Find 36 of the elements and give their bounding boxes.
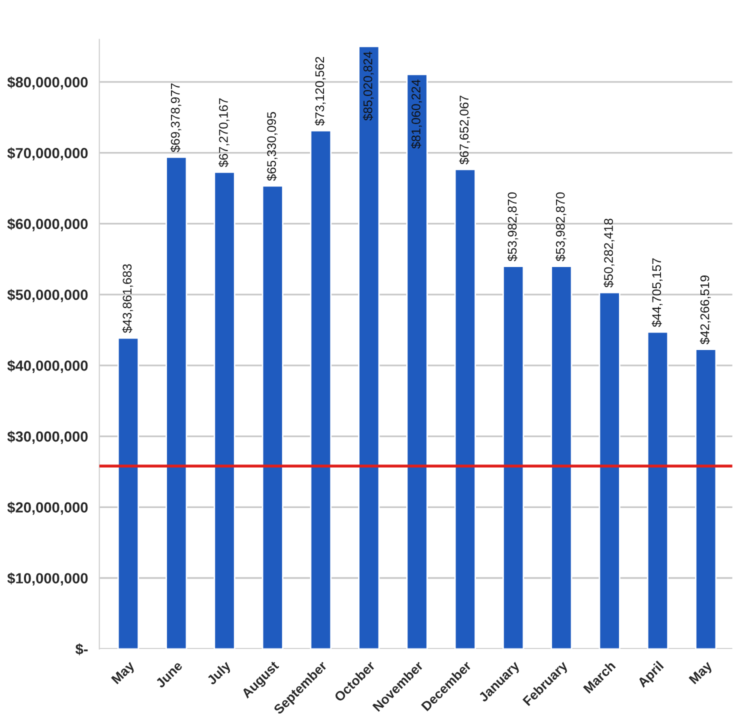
bar [454, 168, 476, 649]
data-label: $50,282,418 [604, 218, 614, 288]
bar [550, 266, 572, 649]
bar [117, 337, 140, 649]
bar [695, 348, 717, 649]
bar [358, 46, 380, 649]
y-tick-label: $20,000,000 [7, 502, 88, 515]
data-label: $67,652,067 [459, 96, 470, 164]
bar [214, 171, 236, 649]
bar [406, 74, 428, 649]
y-tick-label: $- [75, 643, 88, 656]
bar [310, 130, 332, 649]
data-label: $53,982,870 [555, 192, 566, 262]
bar [598, 292, 620, 649]
data-label: $42,266,519 [700, 276, 711, 344]
bar [166, 156, 188, 649]
data-label: $44,705,157 [652, 258, 663, 328]
y-tick-label: $80,000,000 [7, 76, 88, 90]
bar [646, 331, 669, 649]
data-label: $43,861,683 [122, 264, 134, 334]
data-label: $53,982,870 [507, 192, 518, 262]
y-tick-label: $70,000,000 [7, 147, 88, 160]
data-label: $67,270,167 [218, 98, 230, 168]
data-label: $65,330,095 [266, 112, 278, 181]
y-tick-label: $50,000,000 [7, 289, 88, 302]
data-label: $69,378,977 [170, 83, 182, 152]
y-tick-label: $60,000,000 [7, 218, 88, 232]
data-label: $85,020,824 [362, 52, 374, 121]
data-label: $81,060,224 [411, 80, 422, 149]
data-label: $73,120,562 [314, 56, 326, 126]
y-tick-label: $40,000,000 [7, 360, 88, 373]
bar [262, 185, 284, 649]
x-tick-label: May [111, 660, 137, 686]
y-tick-label: $30,000,000 [7, 430, 88, 444]
y-tick-label: $10,000,000 [7, 572, 88, 586]
bar [502, 266, 524, 649]
